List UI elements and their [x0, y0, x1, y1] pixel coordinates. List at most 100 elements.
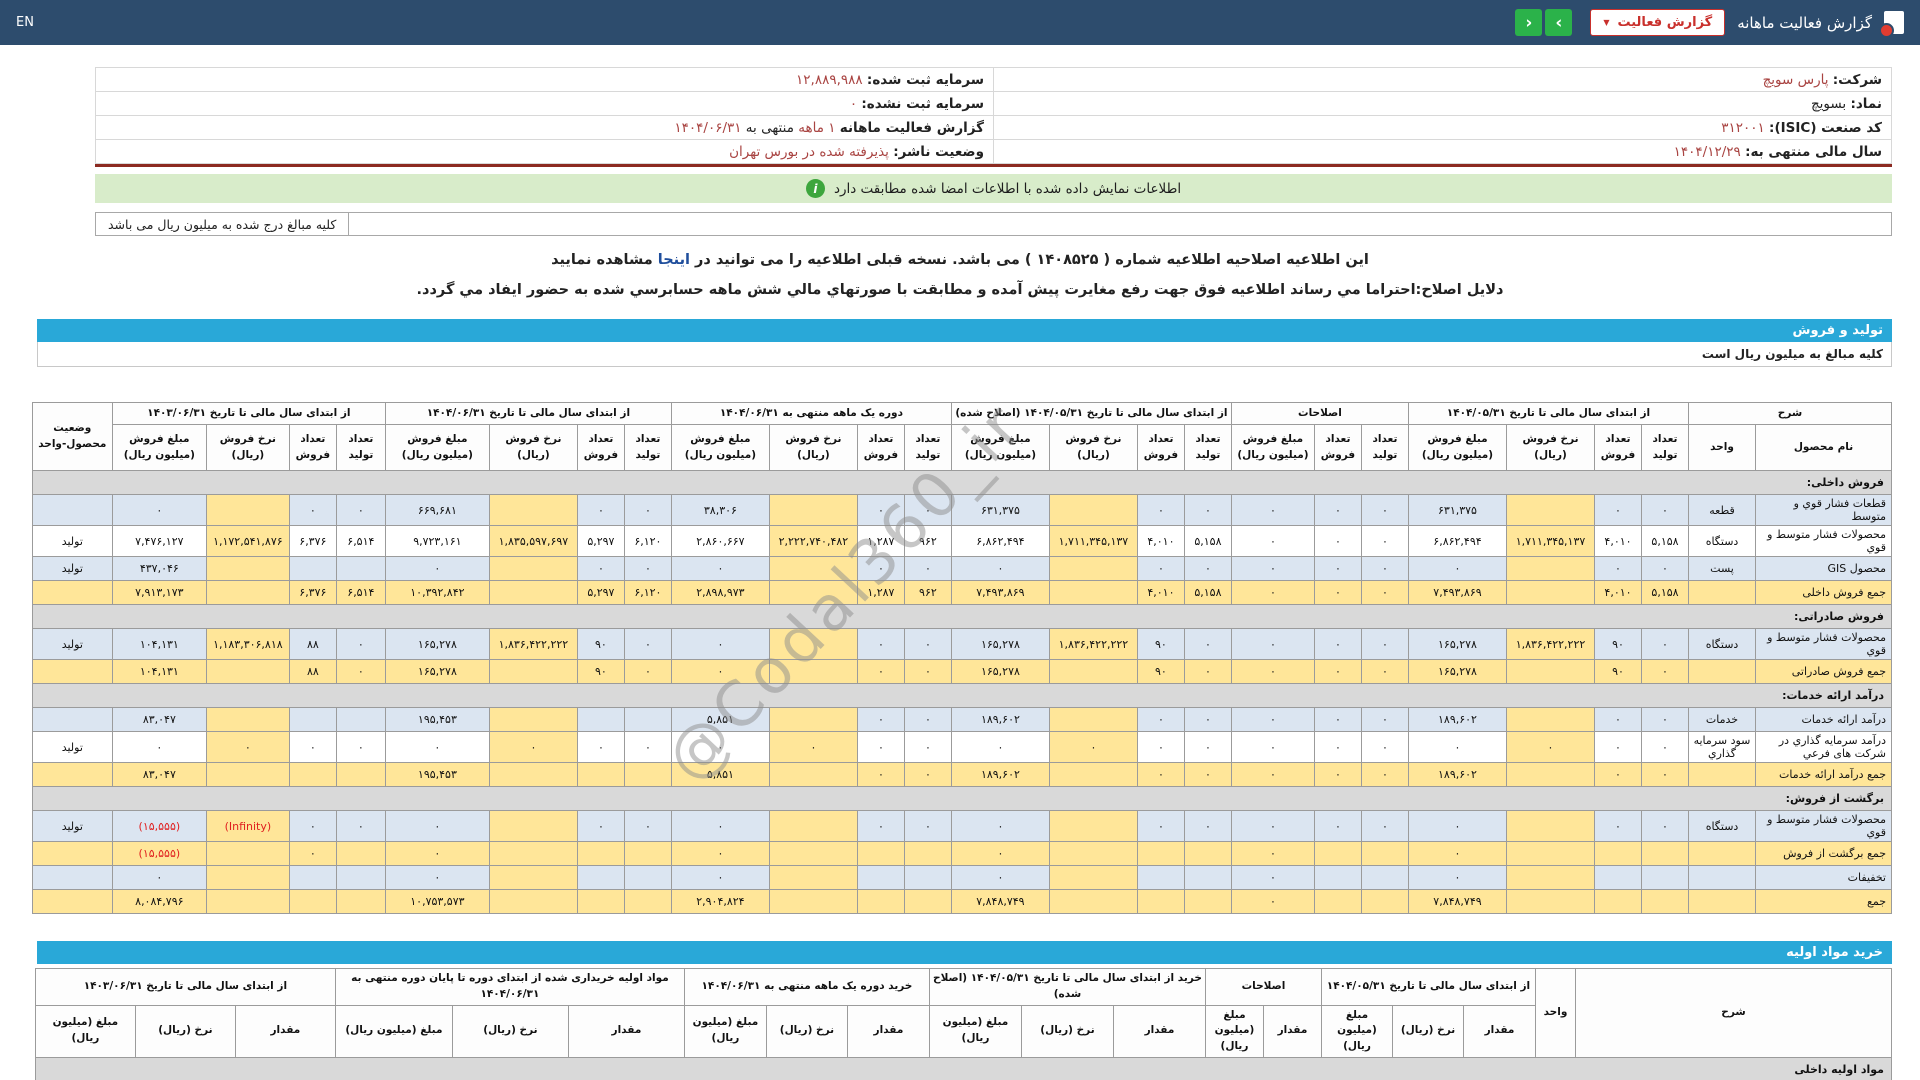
value-cell [336, 708, 385, 732]
value-cell: ۰ [1231, 732, 1314, 763]
value-cell [1642, 890, 1689, 914]
info-label: شرکت: [1833, 72, 1882, 88]
value-cell [489, 763, 577, 787]
unit-cell [1689, 660, 1756, 684]
value-cell: ۲,۸۹۸,۹۷۳ [671, 581, 769, 605]
value-cell: ۰ [1361, 581, 1408, 605]
unit-cell: دستگاه [1689, 526, 1756, 557]
value-cell: ۰ [289, 732, 336, 763]
section-row: فروش داخلی: [32, 471, 1891, 495]
value-cell: ۰ [951, 842, 1049, 866]
section-label: فروش داخلی: [32, 471, 1891, 495]
value-cell [206, 842, 289, 866]
value-cell: ۰ [1314, 629, 1361, 660]
value-cell [769, 495, 857, 526]
activity-report-dropdown-button[interactable]: گزارش فعالیت ▼ [1590, 9, 1725, 36]
value-cell [1595, 842, 1642, 866]
value-cell: ۰ [1314, 763, 1361, 787]
value-cell [336, 557, 385, 581]
value-cell: ۹۰ [1595, 660, 1642, 684]
monthly-report-icon [1884, 11, 1904, 34]
value-cell: ۱۶۵,۲۷۸ [1408, 629, 1506, 660]
column-header: تعداد فروش [1314, 425, 1361, 471]
value-cell: ۱۹۵,۴۵۳ [385, 763, 489, 787]
value-cell: ۹۰ [1595, 629, 1642, 660]
value-cell: ۶,۱۲۰ [624, 581, 671, 605]
value-cell: ۰ [1642, 629, 1689, 660]
column-group-header: مواد اولیه خریداری شده از ابتدای دوره تا… [335, 969, 684, 1006]
value-cell [1049, 660, 1137, 684]
sum-row: جمع درآمد ارائه خدمات۰۰۱۸۹,۶۰۲۰۰۰۰۰۱۸۹,۶… [32, 763, 1891, 787]
value-cell [1049, 557, 1137, 581]
value-cell [1049, 763, 1137, 787]
value-cell [1137, 842, 1184, 866]
section-bar-production-sales: تولید و فروش [37, 319, 1892, 342]
previous-version-link[interactable]: اینجا [658, 252, 690, 268]
value-cell: ۰ [1408, 842, 1506, 866]
column-header: تعداد فروش [1595, 425, 1642, 471]
unit-cell [1689, 842, 1756, 866]
section-label: برگشت از فروش: [32, 787, 1891, 811]
section-bar-materials: خرید مواد اولیه [37, 941, 1892, 964]
value-cell: ۲,۸۶۰,۶۶۷ [671, 526, 769, 557]
amendment-line-1: این اطلاعیه اصلاحیه اطلاعیه شماره ( ۱۴۰۸… [0, 252, 1920, 268]
value-cell [1049, 495, 1137, 526]
value-cell [489, 581, 577, 605]
status-cell [32, 660, 112, 684]
value-cell [489, 495, 577, 526]
value-cell: ۰ [1642, 495, 1689, 526]
column-header: مبلغ (میلیون ریال) [1321, 1005, 1392, 1057]
value-cell: ۰ [1231, 581, 1314, 605]
value-cell: ۰ [857, 557, 904, 581]
product-name-cell: جمع [1756, 890, 1892, 914]
product-name-cell: جمع فروش صادراتی [1756, 660, 1892, 684]
info-row: نماد: بسویچ سرمایه ثبت نشده: ۰ [96, 92, 1892, 116]
value-cell [624, 763, 671, 787]
value-cell [1642, 842, 1689, 866]
value-cell: ۵,۱۵۸ [1642, 581, 1689, 605]
value-cell: ۰ [1361, 811, 1408, 842]
value-cell: ۰ [385, 866, 489, 890]
value-cell [857, 842, 904, 866]
chevron-right-button[interactable]: › [1545, 9, 1572, 36]
value-cell [1642, 866, 1689, 890]
value-cell: ۰ [1137, 708, 1184, 732]
value-cell: ۷,۴۷۶,۱۲۷ [112, 526, 206, 557]
value-cell: ۱,۸۳۵,۵۹۷,۶۹۷ [489, 526, 577, 557]
value-cell: ۰ [951, 557, 1049, 581]
value-cell: ۰ [1184, 763, 1231, 787]
value-cell: ۰ [385, 811, 489, 842]
value-cell: ۰ [951, 732, 1049, 763]
value-cell [1507, 557, 1595, 581]
column-header: مبلغ فروش (میلیون ریال) [671, 425, 769, 471]
value-cell: ۰ [1595, 557, 1642, 581]
value-cell: ۷,۸۴۸,۷۴۹ [951, 890, 1049, 914]
language-link[interactable]: EN [16, 15, 34, 30]
value-cell [1595, 890, 1642, 914]
value-cell: ۱۰۴,۱۳۱ [112, 629, 206, 660]
value-cell [206, 660, 289, 684]
value-cell: ۵,۸۵۱ [671, 763, 769, 787]
value-cell: ۰ [671, 811, 769, 842]
value-cell [1137, 890, 1184, 914]
product-name-cell: درآمد ارائه خدمات [1756, 708, 1892, 732]
chevron-left-button[interactable]: ‹ [1515, 9, 1542, 36]
value-cell: ۰ [857, 732, 904, 763]
section-row: برگشت از فروش: [32, 787, 1891, 811]
value-cell [577, 763, 624, 787]
value-cell: ۰ [1184, 811, 1231, 842]
info-cell: گزارش فعالیت ماهانه ۱ ماهه منتهی به ۱۴۰۴… [96, 116, 994, 140]
value-cell [857, 866, 904, 890]
unit-cell: قطعه [1689, 495, 1756, 526]
column-header: واحد [1536, 969, 1576, 1058]
info-value: منتهی به [746, 120, 794, 136]
value-cell: ۰ [951, 811, 1049, 842]
value-cell: ۴,۰۱۰ [1595, 581, 1642, 605]
value-cell: ۰ [1361, 660, 1408, 684]
value-cell [489, 557, 577, 581]
value-cell: ۰ [1231, 557, 1314, 581]
units-note: کلیه مبالغ به میلیون ریال است [37, 342, 1892, 367]
value-cell: (۱۵,۵۵۵) [112, 811, 206, 842]
value-cell: ۷,۴۹۳,۸۶۹ [951, 581, 1049, 605]
section-row: مواد اولیه داخلی [35, 1057, 1891, 1080]
